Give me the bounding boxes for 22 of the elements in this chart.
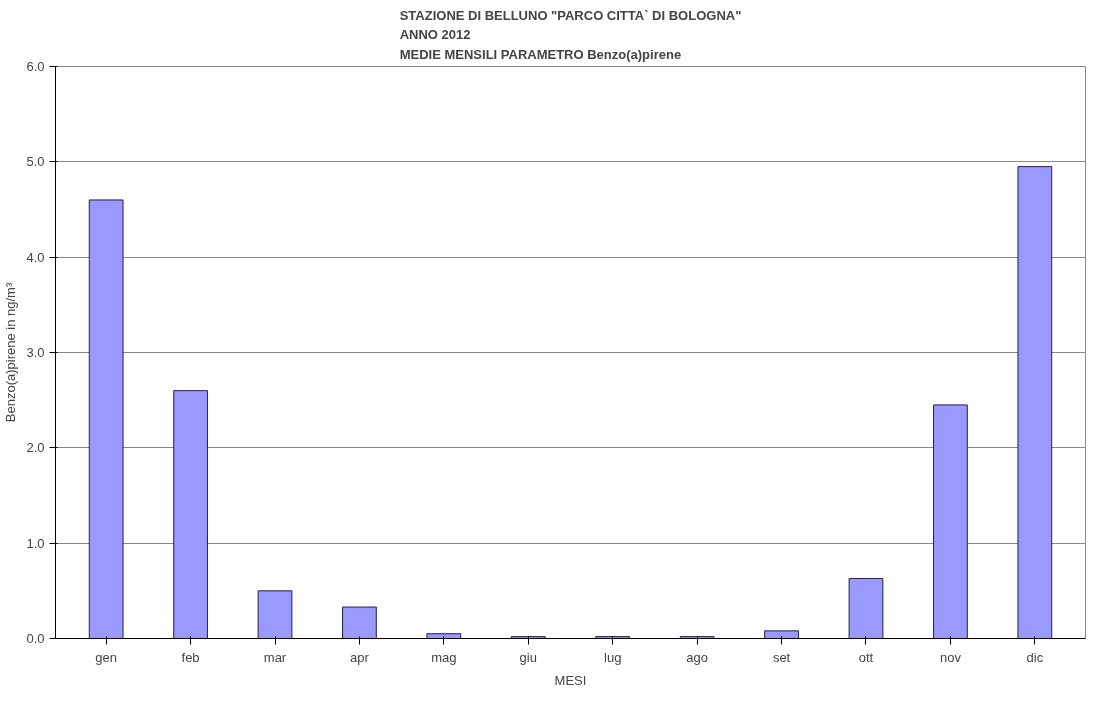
x-tick-label: lug <box>604 649 622 665</box>
x-tick-label: giu <box>519 649 537 665</box>
y-tick-label: 5.0 <box>26 154 45 170</box>
x-tick-label: mag <box>431 649 457 665</box>
y-tick-label: 2.0 <box>26 440 45 456</box>
y-tick-label: 6.0 <box>26 59 45 74</box>
x-tick-label: dic <box>1026 649 1044 665</box>
y-tick-label: 4.0 <box>26 249 45 265</box>
x-axis-title: MESI <box>554 672 587 688</box>
chart-title: STAZIONE DI BELLUNO "PARCO CITTA` DI BOLOGNA" ANNO 2012 MEDIE MENSILI PARAMETRO Benzo(a)pirene <box>399 7 742 62</box>
x-tick-label: gen <box>95 649 118 665</box>
x-tick-label: set <box>772 649 791 665</box>
y-tick-label: 3.0 <box>26 345 45 360</box>
x-tick-label: apr <box>350 649 370 665</box>
x-tick-label: nov <box>939 649 962 665</box>
x-tick-label: mar <box>263 649 287 665</box>
x-tick-label: ott <box>858 649 874 665</box>
y-tick-label: 0.0 <box>26 631 45 646</box>
y-axis-title: Benzo(a)pirene in ng/m³ <box>3 282 19 423</box>
x-tick-label: ago <box>686 649 708 665</box>
y-tick-label: 1.0 <box>26 535 45 551</box>
x-tick-label: feb <box>181 649 200 665</box>
